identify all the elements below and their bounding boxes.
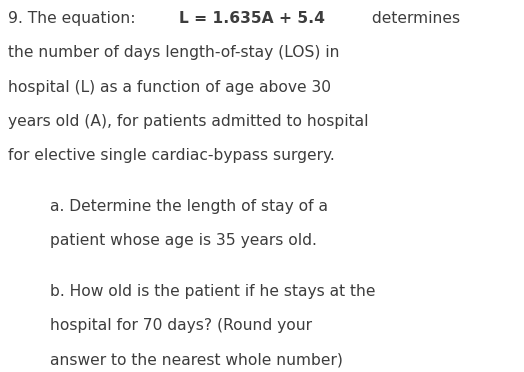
- Text: determines: determines: [367, 11, 460, 26]
- Text: answer to the nearest whole number): answer to the nearest whole number): [50, 353, 343, 368]
- Text: for elective single cardiac-bypass surgery.: for elective single cardiac-bypass surge…: [8, 148, 335, 163]
- Text: 9. The equation:: 9. The equation:: [8, 11, 140, 26]
- Text: hospital (L) as a function of age above 30: hospital (L) as a function of age above …: [8, 80, 331, 94]
- Text: hospital for 70 days? (Round your: hospital for 70 days? (Round your: [50, 318, 312, 333]
- Text: a. Determine the length of stay of a: a. Determine the length of stay of a: [50, 199, 328, 214]
- Text: L = 1.635A + 5.4: L = 1.635A + 5.4: [179, 11, 325, 26]
- Text: patient whose age is 35 years old.: patient whose age is 35 years old.: [50, 233, 316, 248]
- Text: the number of days length-of-stay (LOS) in: the number of days length-of-stay (LOS) …: [8, 45, 340, 60]
- Text: years old (A), for patients admitted to hospital: years old (A), for patients admitted to …: [8, 114, 368, 129]
- Text: b. How old is the patient if he stays at the: b. How old is the patient if he stays at…: [50, 284, 375, 299]
